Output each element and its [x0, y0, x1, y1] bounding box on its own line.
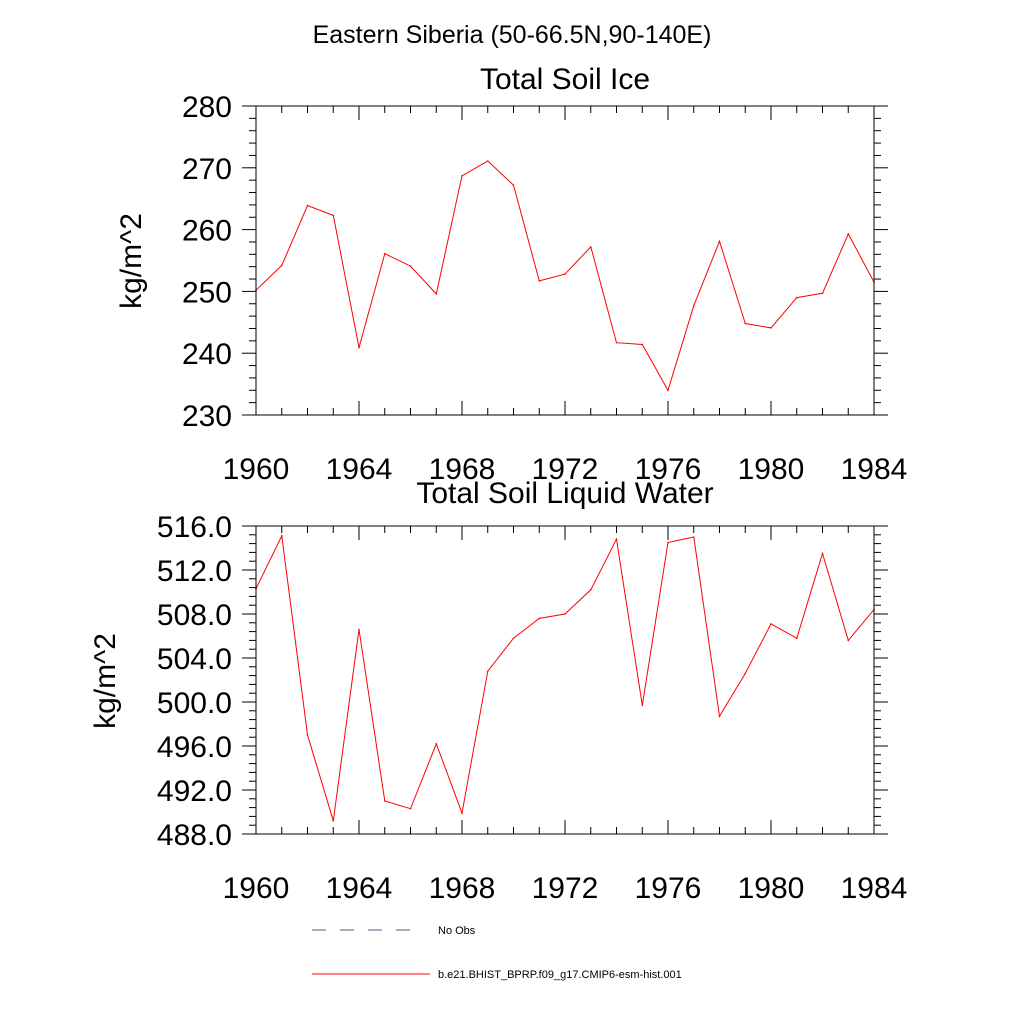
data-point [383, 252, 386, 255]
data-point [641, 343, 644, 346]
data-point [718, 715, 721, 718]
plot-frame [255, 525, 875, 835]
data-point [280, 535, 283, 537]
x-tick-label: 1980 [738, 872, 805, 905]
data-point [770, 623, 772, 625]
y-tick-label: 504.0 [157, 643, 232, 676]
x-tick-label: 1984 [841, 872, 908, 905]
axis-ticks [242, 105, 888, 416]
y-tick-label: 280 [182, 91, 232, 124]
panel-total-soil-liquid-water: Total Soil Liquid Water kg/m^2 1960 1964 1… [89, 477, 907, 905]
data-point [512, 184, 515, 186]
data-point [641, 704, 644, 707]
y-tick-label: 508.0 [157, 599, 232, 632]
data-point [589, 589, 592, 591]
axis-ticks [242, 525, 888, 835]
y-tick-label: 260 [182, 215, 232, 248]
data-point [409, 807, 412, 810]
data-point [306, 204, 309, 207]
data-point [486, 670, 489, 672]
data-point [280, 264, 283, 267]
x-tick-label: 1972 [532, 453, 599, 486]
series-line [255, 160, 875, 392]
y-tick-label: 240 [182, 338, 232, 371]
data-point [512, 637, 515, 639]
y-tick-label: 492.0 [157, 775, 232, 808]
data-point [795, 296, 798, 299]
y-tick-label: 488.0 [157, 819, 232, 852]
data-point [744, 672, 747, 675]
y-tick-label: 516.0 [157, 511, 232, 544]
plot-frame [255, 105, 875, 416]
x-tick-label: 1960 [223, 872, 290, 905]
series-group [255, 160, 875, 392]
data-point [795, 637, 798, 639]
data-point [461, 812, 463, 814]
data-point [486, 160, 489, 162]
data-point [692, 304, 695, 307]
data-point [409, 265, 412, 267]
data-point [435, 743, 438, 745]
y-tick-label: 230 [182, 400, 232, 433]
panel-total-soil-ice: Total Soil Ice kg/m^2 1960 1964 1968 1972 19… [115, 63, 907, 486]
x-tick-label: 1964 [326, 453, 393, 486]
x-tick-label: 1972 [532, 872, 599, 905]
data-point [306, 734, 309, 736]
data-point [358, 628, 360, 631]
legend: No Obs b.e21.BHIST_BPRP.f09_g17.CMIP6-es… [312, 925, 682, 981]
series-line [255, 534, 875, 821]
data-point [435, 293, 438, 295]
x-tick-label: 1980 [738, 453, 805, 486]
figure-title: Eastern Siberia (50-66.5N,90-140E) [313, 21, 712, 49]
y-tick-label: 512.0 [157, 555, 232, 588]
y-axis-label: kg/m^2 [115, 213, 148, 309]
data-point [332, 820, 335, 822]
x-tick-label: 1984 [841, 453, 908, 486]
data-point [564, 613, 566, 615]
panel-title: Total Soil Ice [480, 63, 650, 96]
data-point [538, 280, 541, 282]
data-point [692, 536, 695, 538]
data-point [332, 214, 335, 217]
panel-title: Total Soil Liquid Water [416, 477, 713, 510]
x-tick-label: 1968 [429, 872, 496, 905]
data-point [667, 541, 669, 544]
data-point [358, 346, 360, 349]
data-point [744, 322, 747, 325]
data-point [615, 341, 618, 344]
y-tick-label: 500.0 [157, 687, 232, 720]
x-tick-label: 1976 [635, 872, 702, 905]
data-point [564, 273, 566, 275]
y-tick-label: 496.0 [157, 731, 232, 764]
tick-labels: 1960 1964 1968 1972 1976 1980 1984 230 240 250 260… [182, 91, 907, 486]
y-axis-label: kg/m^2 [89, 633, 122, 729]
legend-label-model: b.e21.BHIST_BPRP.f09_g17.CMIP6-esm-hist.… [438, 969, 682, 981]
data-point [821, 552, 824, 555]
tick-labels: 1960 1964 1968 1972 1976 1980 1984 488.0 492.0 49… [157, 511, 907, 905]
data-point [461, 175, 463, 177]
data-point [615, 538, 618, 540]
data-point [667, 389, 669, 392]
x-tick-label: 1964 [326, 872, 393, 905]
data-point [538, 617, 541, 620]
data-point [589, 246, 592, 248]
data-point [847, 233, 850, 235]
data-point [847, 639, 850, 642]
data-point [718, 240, 721, 243]
y-tick-label: 270 [182, 153, 232, 186]
series-group [255, 534, 875, 822]
x-tick-label: 1976 [635, 453, 702, 486]
data-point [383, 800, 386, 802]
legend-label-no-obs: No Obs [438, 925, 476, 937]
x-tick-label: 1960 [223, 453, 290, 486]
x-tick-label: 1968 [429, 453, 496, 486]
data-point [770, 327, 772, 329]
data-point [821, 292, 824, 295]
y-tick-label: 250 [182, 276, 232, 309]
